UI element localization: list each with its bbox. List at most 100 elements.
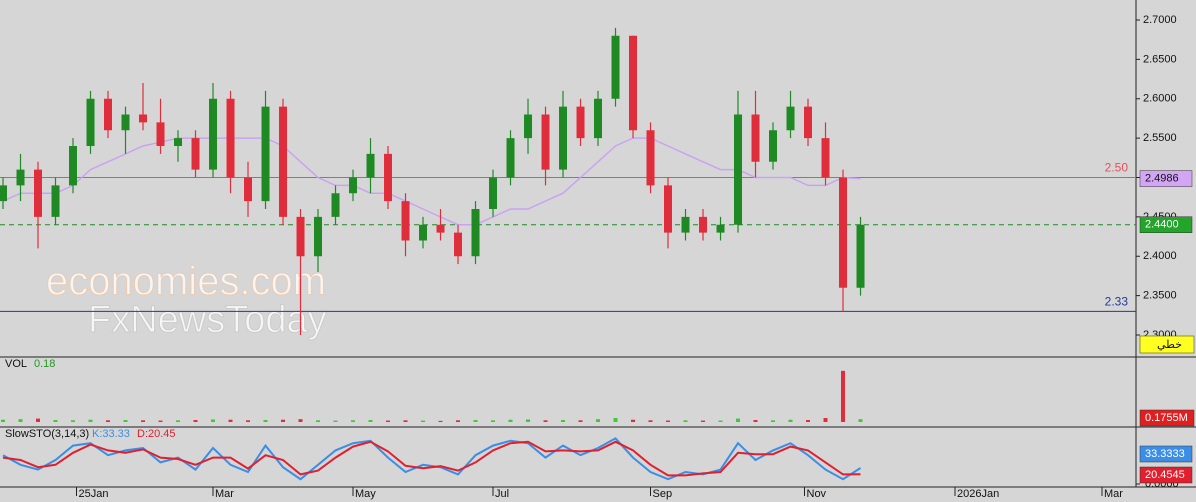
candle-body [51,185,60,217]
candle-body [716,224,725,233]
price-tag [1139,466,1193,484]
volume-bar [158,420,163,422]
volume-bar [1,419,6,422]
candle-body [366,153,375,178]
volume-bar [246,420,251,422]
candle-body [16,169,25,186]
candle-body [349,177,358,194]
candle-body [821,138,830,178]
volume-bar [736,418,741,422]
candle-body [156,122,165,147]
candle-body [261,106,270,202]
volume-bar [508,419,513,422]
price-tag-label: 2.4986 [1145,173,1179,185]
candle-body [489,177,498,209]
candle-body [331,193,340,217]
volume-bar [403,420,408,422]
price-tag-label: 33.3333 [1145,448,1185,460]
candle-body [121,114,130,131]
volume-bar [438,420,443,422]
legend-d: D:20.45 [137,428,176,440]
volume-bar [841,370,846,422]
price-tag-label: 2.4400 [1145,219,1179,231]
legend-k: K:33.33 [92,428,130,440]
candle-body [839,177,848,288]
candle-body [611,35,620,99]
candle-body [646,130,655,186]
candle-body [699,216,708,233]
volume-bar [788,419,793,422]
volume-bar [298,419,303,422]
candle-body [104,98,113,131]
candle-body [454,232,463,257]
volume-bar [491,420,496,422]
volume-bar [753,420,758,422]
x-tick-label: 25Jan [79,488,109,500]
candle-body [401,201,410,241]
candle-body [296,216,305,257]
price-tag [1139,445,1193,463]
volume-bar [648,420,653,422]
candle-body [209,98,218,170]
volume-bar [421,420,426,422]
horizontal-line-label: 2.33 [1105,295,1129,309]
candle-body [576,106,585,139]
tag-label: خطي [1157,339,1182,351]
y-tick-label: 2.7000 [1143,14,1177,26]
volume-bar [176,420,181,422]
volume-title: VOL [5,358,27,370]
price-tag [1139,170,1193,187]
x-tick-label: 2026Jan [957,488,999,500]
candle-body [506,138,515,178]
candle-body [174,138,183,147]
volume-bar [596,419,601,422]
price-tag-label: 20.4545 [1145,469,1185,481]
horizontal-line-label: 2.50 [1105,161,1129,175]
volume-bar [666,420,671,422]
volume-bar [228,419,233,422]
y-tick-label: 2.4000 [1143,250,1177,262]
stoch-title: SlowSTO(3,14,3) [5,428,89,440]
candle-body [594,98,603,139]
candle-body [69,146,78,186]
x-tick-label: May [355,488,376,500]
x-tick-label: Mar [1104,488,1123,500]
tag-box [1139,335,1195,354]
candle-body [314,216,323,257]
candle-body [541,114,550,170]
watermark: FxNewsToday [88,299,327,341]
volume-current: 0.18 [34,358,55,370]
volume-bar [701,420,706,422]
volume-bar [386,420,391,422]
volume-bar [36,418,41,422]
y-tick-label: 2.6500 [1143,53,1177,65]
candle-body [471,208,480,257]
y-tick-label: 2.6000 [1143,93,1177,105]
candle-body [86,98,95,147]
x-tick-label: Jul [495,488,509,500]
volume-bar [561,420,566,422]
x-tick-label: Sep [653,488,673,500]
candle-body [191,138,200,170]
moving-average [2,137,861,226]
volume-bar [473,420,478,422]
x-tick-label: Mar [215,488,234,500]
candle-body [244,177,253,202]
volume-bar [88,419,93,422]
volume-bar [53,420,58,422]
candle-body [804,106,813,139]
volume-bar [316,420,321,422]
volume-bar [106,420,111,422]
volume-bar [18,419,23,422]
candle-body [139,114,148,123]
watermark: economies.com [46,260,326,304]
candle-body [734,114,743,225]
volume-bar [123,420,128,422]
volume-bar [211,419,216,422]
volume-bar [368,420,373,422]
volume-bar [333,420,338,422]
volume-bar [351,420,356,422]
